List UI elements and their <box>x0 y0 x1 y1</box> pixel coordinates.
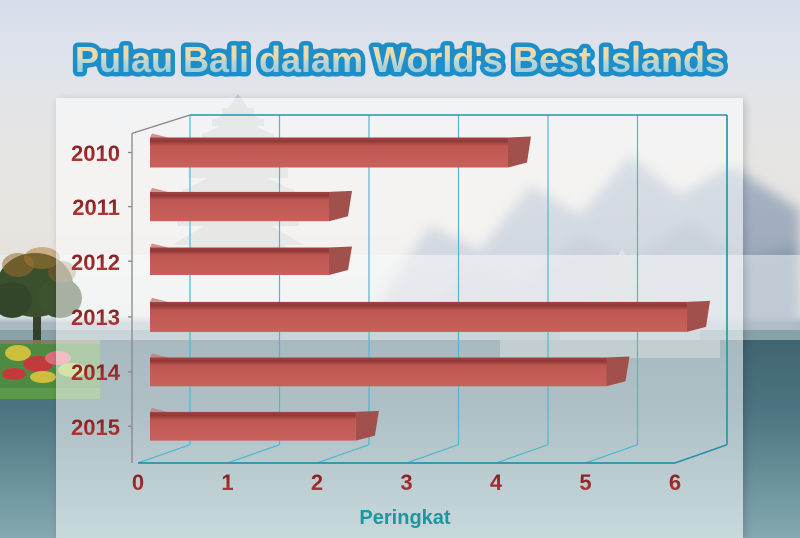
svg-text:Peringkat: Peringkat <box>359 507 450 529</box>
svg-text:2011: 2011 <box>72 195 120 220</box>
svg-text:2013: 2013 <box>71 305 120 330</box>
svg-text:2012: 2012 <box>71 250 120 275</box>
svg-text:2: 2 <box>311 470 323 495</box>
svg-text:4: 4 <box>490 470 503 495</box>
svg-text:0: 0 <box>132 470 144 495</box>
svg-text:6: 6 <box>669 470 681 495</box>
svg-text:2010: 2010 <box>71 141 120 166</box>
svg-text:1: 1 <box>221 470 233 495</box>
svg-text:2015: 2015 <box>71 415 120 440</box>
svg-text:5: 5 <box>579 470 591 495</box>
svg-text:2014: 2014 <box>71 360 121 385</box>
svg-text:3: 3 <box>400 470 412 495</box>
